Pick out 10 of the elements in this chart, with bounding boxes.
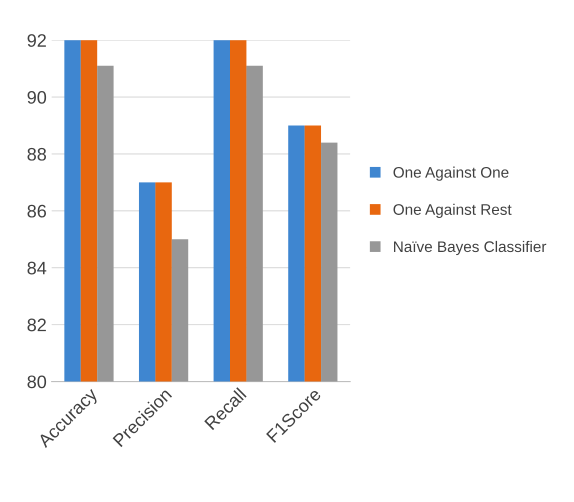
y-tick-label: 82 xyxy=(28,318,46,332)
y-tick-label: 84 xyxy=(28,262,46,274)
y-tick-label: 86 xyxy=(28,204,46,218)
y-tick-label: 88 xyxy=(28,148,46,161)
y-tick-label: 80 xyxy=(28,375,46,388)
y-tick-label: 90 xyxy=(28,90,46,104)
y-tick-label: 92 xyxy=(28,34,46,47)
legend-label: One Against Rest xyxy=(394,204,512,218)
legend-label: One Against One xyxy=(394,166,508,181)
legend-label: Naïve Bayes Classifier xyxy=(394,240,546,256)
